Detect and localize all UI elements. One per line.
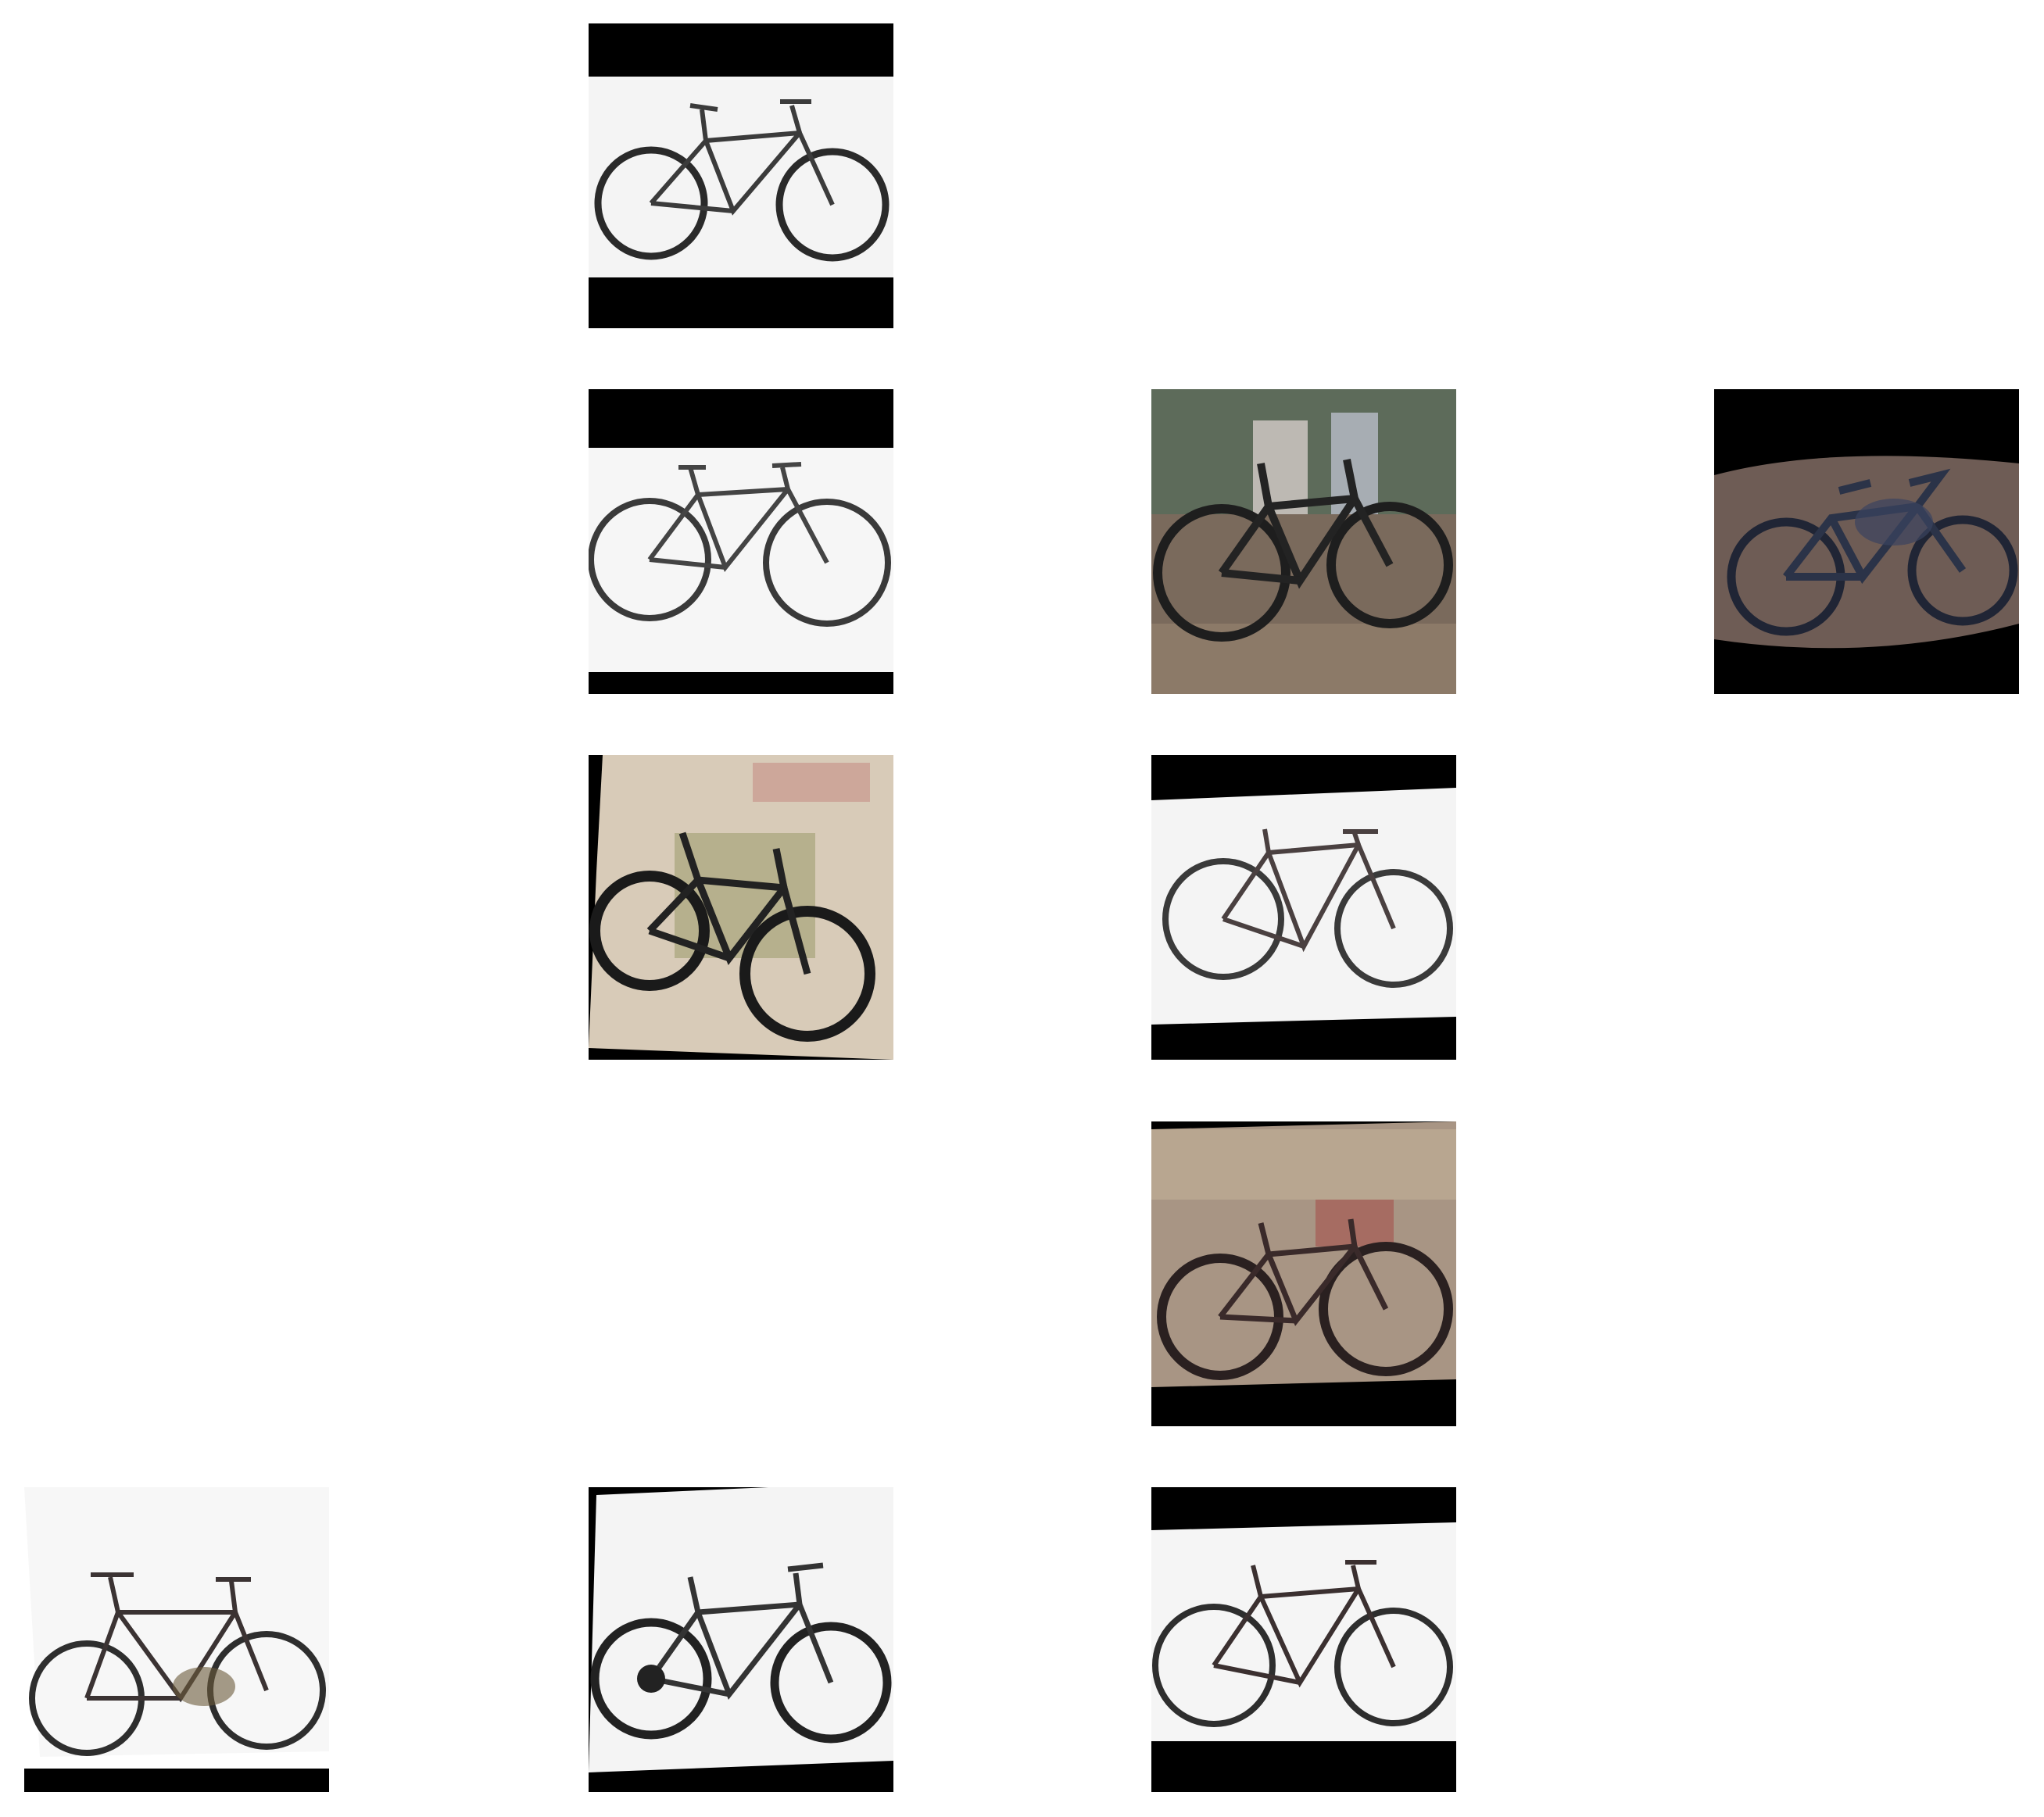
bicycle-image-r1-c1 xyxy=(589,389,893,694)
bicycle-picture xyxy=(1151,1487,1456,1792)
bicycle-picture xyxy=(1151,755,1456,1060)
bicycle-picture xyxy=(589,755,893,1060)
bicycle-image-r4-c2 xyxy=(1151,1487,1456,1792)
bicycle-image-r2-c1 xyxy=(589,755,893,1060)
bicycle-image-r4-c1 xyxy=(589,1487,893,1792)
bicycle-picture xyxy=(589,389,893,694)
bicycle-image-r1-c3 xyxy=(1714,389,2019,694)
bicycle-picture xyxy=(1714,389,2019,694)
bicycle-image-r3-c2 xyxy=(1151,1121,1456,1426)
bicycle-picture xyxy=(1151,1121,1456,1426)
bicycle-picture xyxy=(24,1487,329,1792)
bicycle-image-r0-c1 xyxy=(589,23,893,328)
bicycle-picture xyxy=(1151,389,1456,694)
bicycle-picture xyxy=(589,23,893,328)
bicycle-picture xyxy=(589,1487,893,1792)
bicycle-image-r4-c0 xyxy=(24,1487,329,1792)
bicycle-image-r2-c2 xyxy=(1151,755,1456,1060)
bicycle-image-r1-c2 xyxy=(1151,389,1456,694)
